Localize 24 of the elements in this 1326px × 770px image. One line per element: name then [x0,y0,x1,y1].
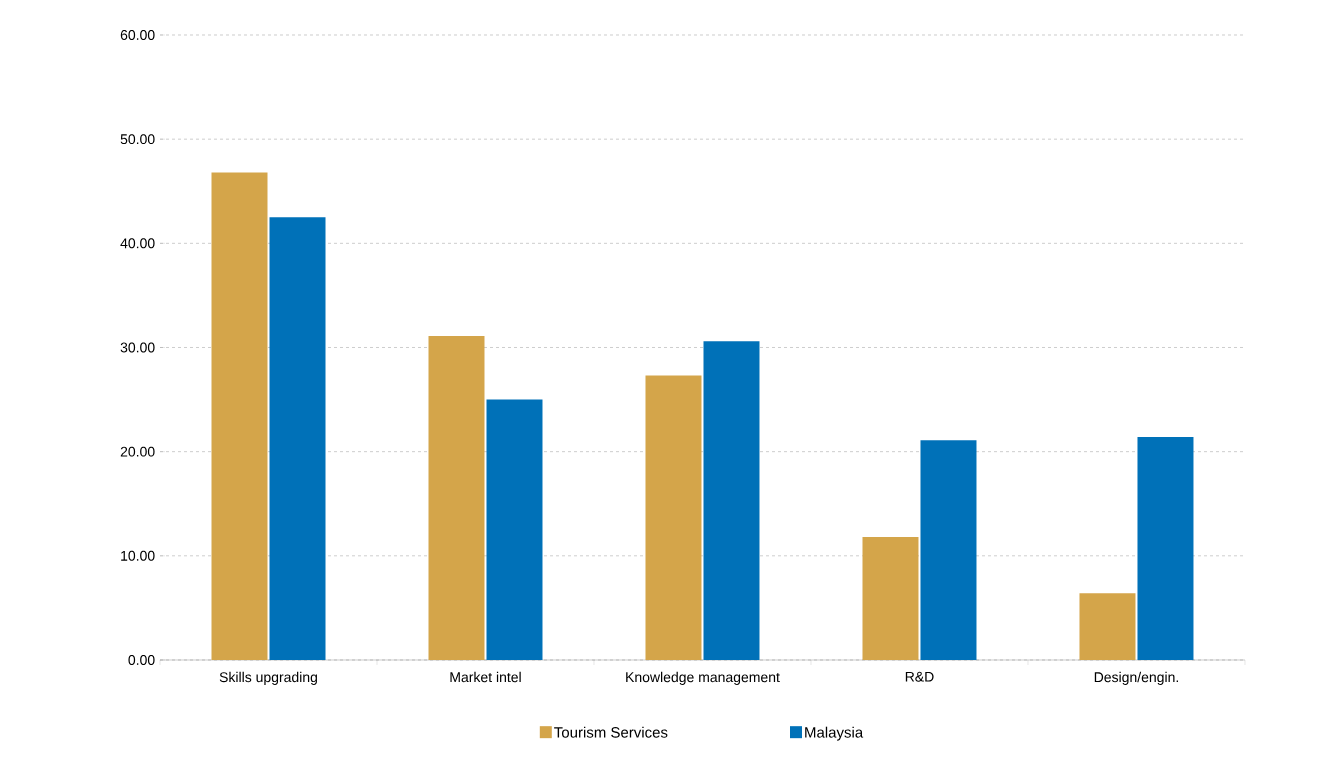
y-tick-label: 10.00 [121,550,155,561]
bar [1137,437,1194,660]
bar [703,341,760,660]
x-tick-label: Knowledge management [626,671,780,685]
bar [862,537,919,660]
x-tick-label: Market intel [450,671,521,683]
y-tick-label: 50.00 [120,134,155,145]
x-tick-label: R&D [905,671,934,682]
bar [269,217,326,660]
y-tick-label: 0.00 [128,655,155,665]
y-tick-label: 30.00 [120,342,155,353]
x-tick-label: Skills upgrading [219,671,317,685]
bar [920,440,977,660]
y-tick-label: 60.00 [120,30,155,40]
bar [211,172,268,660]
y-tick-label: 20.00 [120,446,155,457]
x-tick-label: Design/engin. [1094,671,1178,685]
legend-label: Malaysia [805,726,864,741]
legend-label: Tourism Services [554,726,668,738]
y-tick-label: 40.00 [120,238,155,249]
bar [1079,593,1136,660]
bar [645,375,702,660]
bar [428,336,485,660]
bar [486,399,543,660]
